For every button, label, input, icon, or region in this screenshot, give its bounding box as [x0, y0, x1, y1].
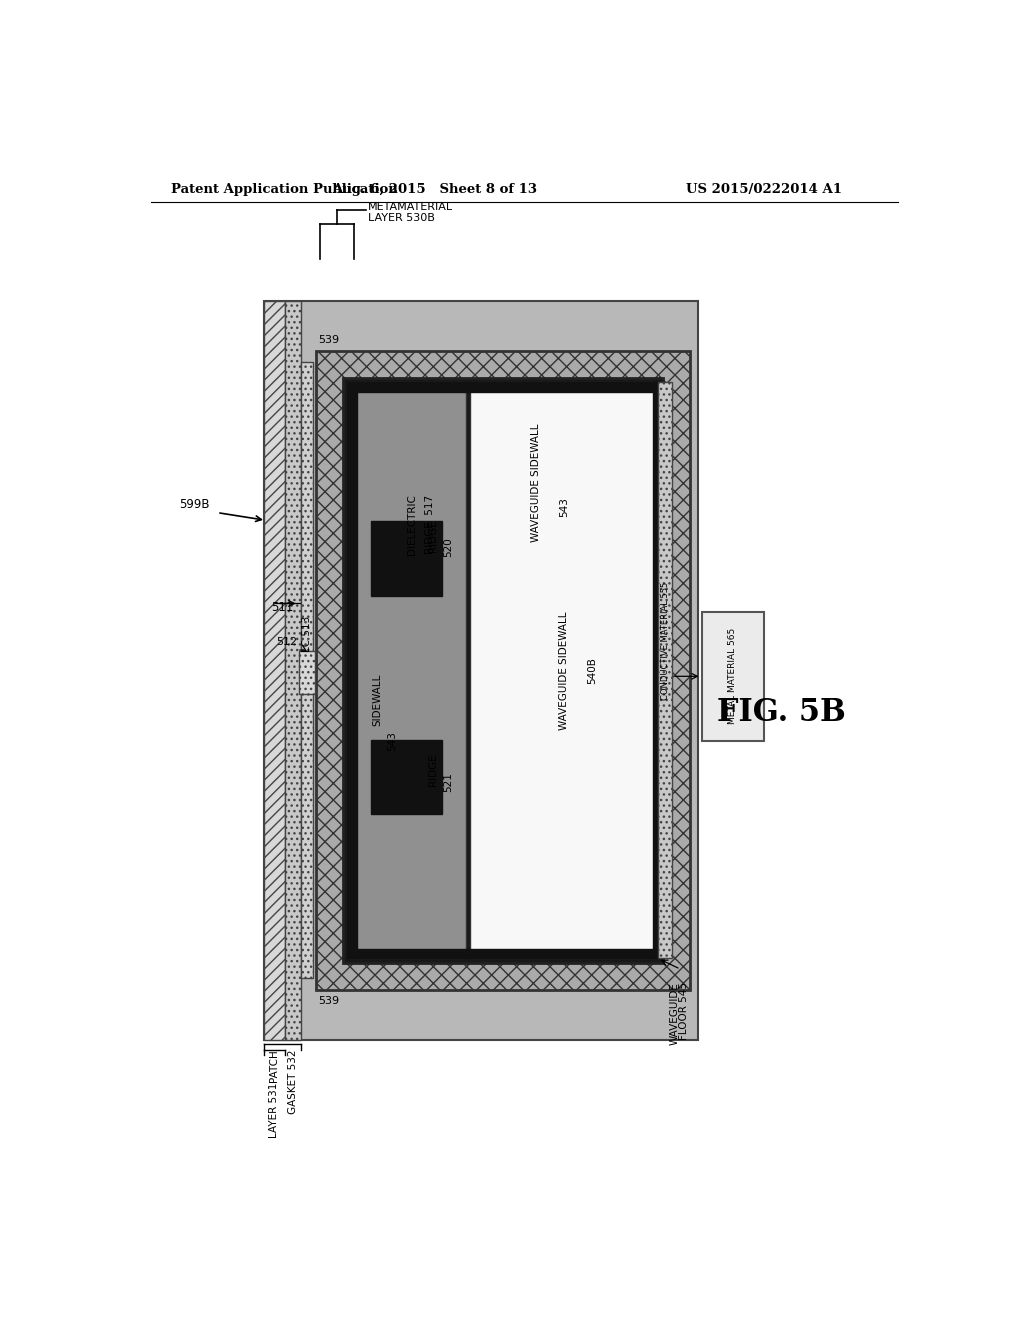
Text: RIDGE: RIDGE [428, 520, 437, 552]
Bar [371, 739, 442, 814]
Bar [653, 383, 663, 958]
Text: LC 513: LC 513 [302, 615, 312, 652]
Text: RIDGE  517: RIDGE 517 [425, 495, 435, 553]
Text: 512: 512 [276, 638, 298, 647]
Bar [301, 363, 313, 978]
Text: WAVEGUIDE SIDEWALL: WAVEGUIDE SIDEWALL [559, 611, 569, 730]
Bar [263, 301, 286, 1040]
Bar [286, 301, 301, 1040]
Bar [347, 949, 658, 958]
Text: 543: 543 [387, 731, 397, 751]
Text: METAMATERIAL: METAMATERIAL [369, 202, 454, 213]
Text: WAVEGUIDE: WAVEGUIDE [670, 982, 679, 1045]
Text: METAL MATERIAL 565: METAL MATERIAL 565 [728, 628, 737, 725]
Text: FIG. 5B: FIG. 5B [717, 697, 846, 729]
Text: 511: 511 [271, 601, 294, 614]
Text: 540B: 540B [588, 657, 597, 684]
Text: WAVEGUIDE SIDEWALL: WAVEGUIDE SIDEWALL [531, 424, 541, 543]
Text: 539: 539 [317, 335, 339, 345]
Bar [658, 383, 672, 958]
Text: 520: 520 [443, 537, 453, 557]
Text: Patent Application Publication: Patent Application Publication [171, 183, 397, 197]
Bar [347, 383, 466, 958]
Text: LAYER 531: LAYER 531 [269, 1082, 280, 1138]
Bar [701, 612, 764, 741]
Text: PATCH: PATCH [269, 1049, 280, 1082]
Bar [371, 520, 442, 595]
Bar [315, 351, 690, 990]
Text: US 2015/0222014 A1: US 2015/0222014 A1 [686, 183, 842, 197]
Text: Aug. 6, 2015   Sheet 8 of 13: Aug. 6, 2015 Sheet 8 of 13 [332, 183, 537, 197]
Text: FLOOR 545: FLOOR 545 [680, 982, 689, 1040]
Text: 599B: 599B [179, 499, 209, 511]
Text: RIDGE: RIDGE [428, 754, 437, 787]
Text: 521: 521 [443, 772, 453, 792]
Text: GASKET 532: GASKET 532 [288, 1049, 298, 1114]
Bar [299, 651, 314, 693]
Bar [263, 301, 697, 1040]
Text: 539: 539 [317, 997, 339, 1006]
Text: DIELECTRIC: DIELECTRIC [408, 494, 418, 554]
Text: LAYER 530B: LAYER 530B [369, 213, 435, 223]
Text: CONDUCTIVE MATERIAL 555: CONDUCTIVE MATERIAL 555 [660, 582, 670, 701]
Text: SIDEWALL: SIDEWALL [372, 673, 382, 726]
Bar [347, 383, 356, 958]
Bar [347, 383, 658, 392]
Text: 543: 543 [559, 496, 569, 516]
Bar [470, 383, 658, 958]
Bar [343, 378, 663, 964]
